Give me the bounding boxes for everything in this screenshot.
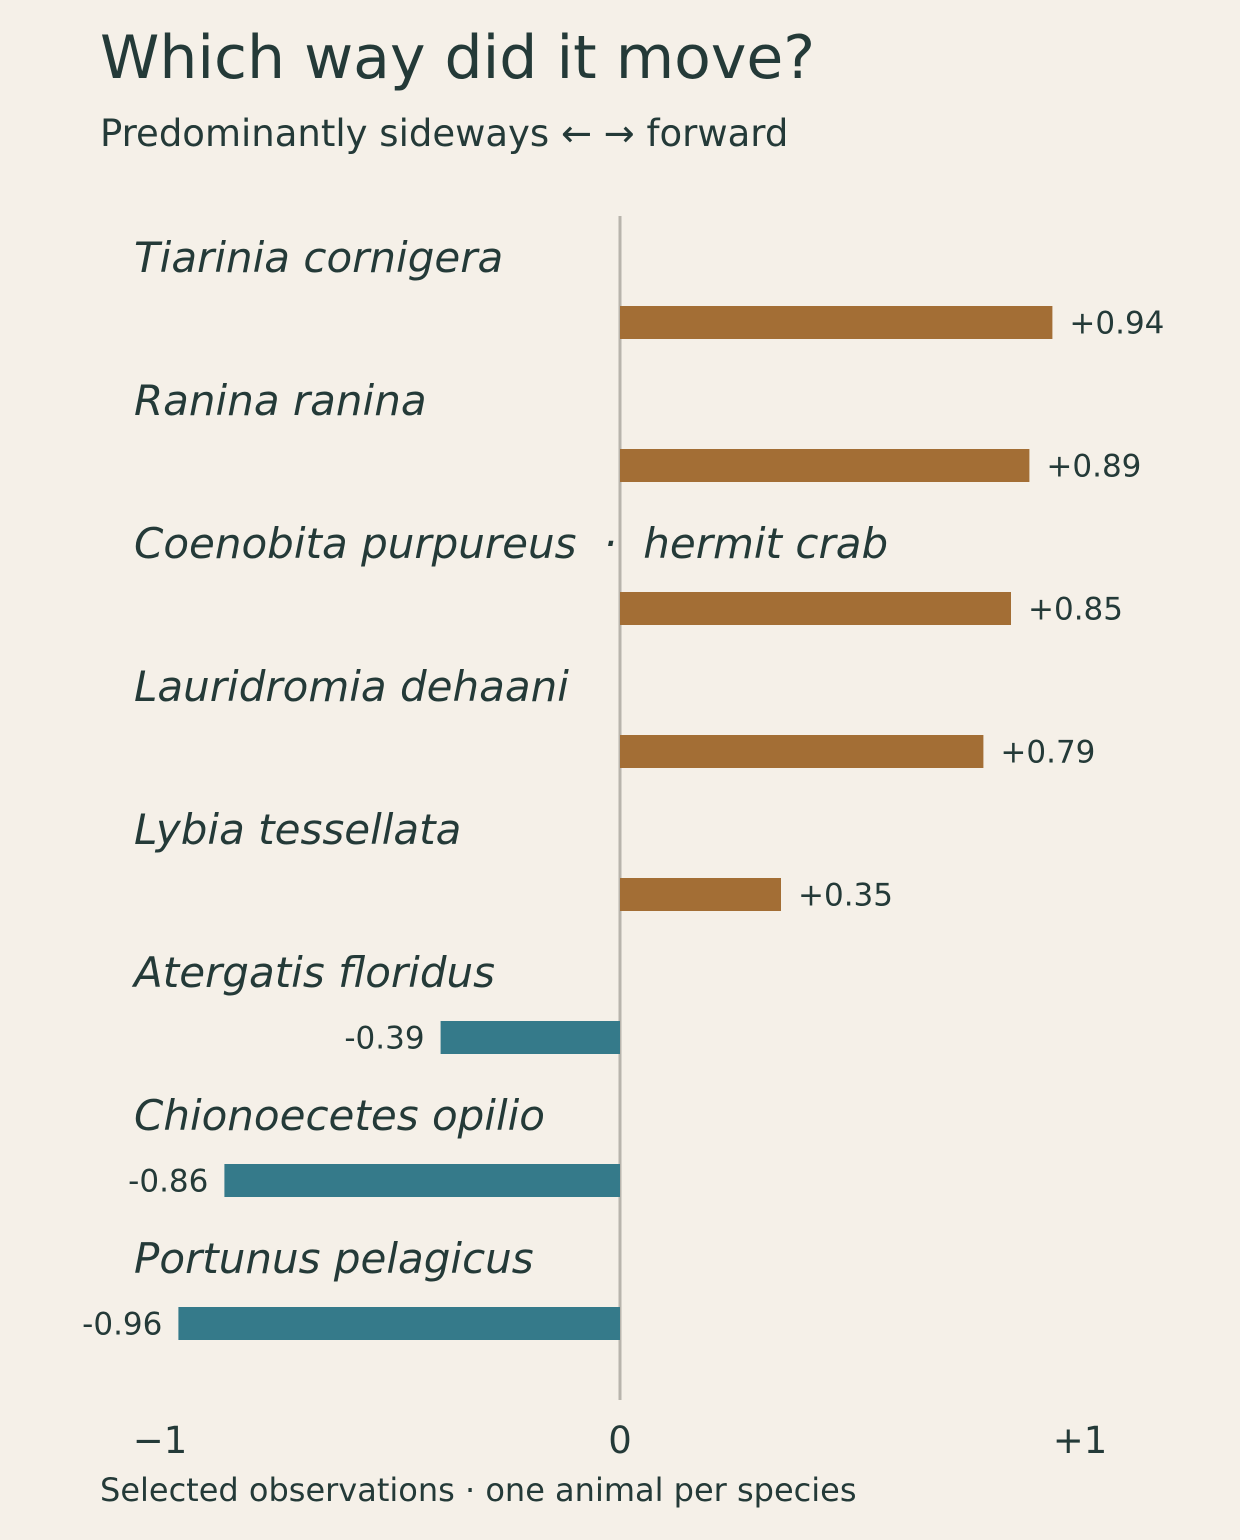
bar-sideways — [178, 1307, 620, 1340]
value-label: +0.79 — [1000, 735, 1095, 771]
chart-row: Coenobita purpureus · hermit crab +0.85 — [134, 519, 1123, 628]
species-label: Portunus pelagicus — [134, 1234, 534, 1283]
x-tick-label: −1 — [133, 1419, 188, 1462]
x-tick-label: +1 — [1053, 1419, 1108, 1462]
species-label: Coenobita purpureus · hermit crab — [134, 519, 888, 568]
species-label: Atergatis floridus — [131, 948, 495, 997]
value-label: -0.86 — [128, 1164, 208, 1200]
bar-forward — [620, 878, 781, 911]
species-label: Ranina ranina — [134, 376, 427, 425]
chart-title: Which way did it move? — [100, 23, 816, 93]
species-label: Tiarinia cornigera — [134, 233, 503, 282]
chart-subtitle: Predominantly sideways ← → forward — [100, 112, 789, 155]
bar-sideways — [440, 1021, 620, 1054]
x-axis-ticks: −1 0 +1 — [133, 1419, 1108, 1462]
chart-row: Chionoecetes opilio -0.86 — [128, 1091, 620, 1200]
species-label: Chionoecetes opilio — [134, 1091, 545, 1140]
chart-row: Portunus pelagicus -0.96 — [82, 1234, 620, 1343]
bar-forward — [620, 306, 1053, 339]
chart-rows: Tiarinia cornigera +0.94 Ranina ranina +0.8… — [82, 233, 1164, 1343]
bar-forward — [620, 449, 1030, 482]
value-label: -0.96 — [82, 1307, 162, 1343]
value-label: +0.85 — [1028, 592, 1123, 628]
chart-row: Atergatis floridus -0.39 — [131, 948, 620, 1057]
value-label: +0.94 — [1069, 306, 1164, 342]
species-label: Lauridromia dehaani — [134, 662, 569, 711]
bar-sideways — [224, 1164, 620, 1197]
chart-row: Ranina ranina +0.89 — [134, 376, 1141, 485]
bar-forward — [620, 592, 1011, 625]
chart-row: Lybia tessellata +0.35 — [134, 805, 893, 914]
value-label: +0.35 — [798, 878, 893, 914]
x-tick-label: 0 — [608, 1419, 632, 1462]
chart-row: Lauridromia dehaani +0.79 — [134, 662, 1095, 771]
chart-row: Tiarinia cornigera +0.94 — [134, 233, 1164, 342]
chart-footnote: Selected observations · one animal per s… — [100, 1471, 857, 1509]
value-label: -0.39 — [344, 1021, 424, 1057]
species-label: Lybia tessellata — [134, 805, 461, 854]
value-label: +0.89 — [1046, 449, 1141, 485]
bar-forward — [620, 735, 984, 768]
